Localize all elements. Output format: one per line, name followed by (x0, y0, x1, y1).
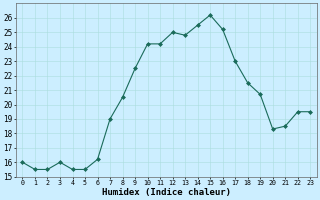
X-axis label: Humidex (Indice chaleur): Humidex (Indice chaleur) (102, 188, 231, 197)
